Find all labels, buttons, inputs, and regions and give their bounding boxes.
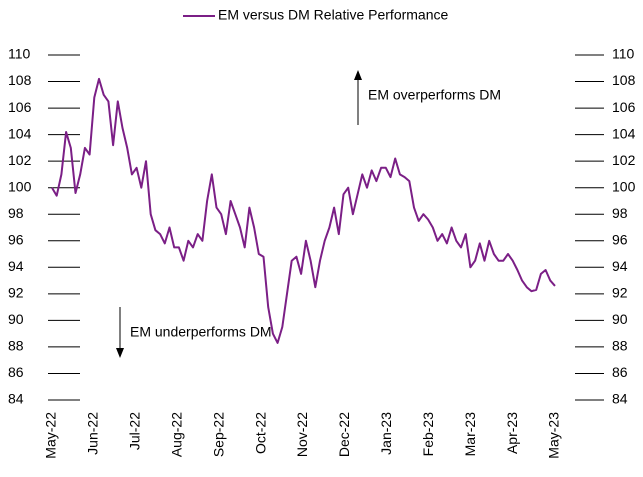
y-tick-label: 84 [8,391,24,407]
y-tick-label: 106 [8,99,32,115]
x-tick-label: Feb-23 [420,412,436,457]
y2-tick-label: 94 [612,258,628,274]
y-tick-label: 104 [8,125,32,141]
x-tick-label: Mar-23 [462,412,478,457]
y-tick-label: 90 [8,311,24,327]
y-tick-label: 94 [8,258,24,274]
y2-tick-label: 110 [612,46,635,62]
y2-tick-label: 90 [612,311,628,327]
y-tick-label: 100 [8,178,32,194]
y-tick-label: 92 [8,285,24,301]
arrowhead-down [116,348,124,358]
y-tick-label: 96 [8,231,24,247]
y-tick-label: 98 [8,205,24,221]
y2-tick-label: 100 [612,178,636,194]
x-tick-label: May-22 [43,412,59,459]
arrowhead-up [354,70,362,80]
legend-label: EM versus DM Relative Performance [218,7,449,23]
y2-tick-label: 84 [612,391,628,407]
y-tick-label: 102 [8,152,32,168]
y-tick-label: 110 [8,46,31,62]
x-tick-label: May-23 [546,412,562,459]
x-tick-label: Apr-23 [504,412,520,454]
y2-tick-label: 106 [612,99,636,115]
annotation: EM overperforms DM [368,87,501,103]
y-tick-label: 108 [8,72,32,88]
y2-tick-label: 102 [612,152,636,168]
x-tick-label: Dec-22 [336,412,352,457]
y2-tick-label: 92 [612,285,628,301]
y2-tick-label: 98 [612,205,628,221]
series-line [51,77,556,344]
y-tick-label: 88 [8,338,24,354]
y-tick-label: 86 [8,364,24,380]
x-tick-label: Jul-22 [127,412,143,450]
x-tick-label: Aug-22 [168,412,184,457]
x-tick-label: Jun-22 [85,412,101,455]
x-tick-label: Nov-22 [294,412,310,457]
y2-tick-label: 88 [612,338,628,354]
y2-tick-label: 86 [612,364,628,380]
x-tick-label: Jan-23 [378,412,394,455]
y2-tick-label: 104 [612,125,636,141]
annotation: EM underperforms DM [130,324,272,340]
y2-tick-label: 96 [612,231,628,247]
y2-tick-label: 108 [612,72,636,88]
x-tick-label: Oct-22 [252,412,268,454]
x-tick-label: Sep-22 [210,412,226,457]
